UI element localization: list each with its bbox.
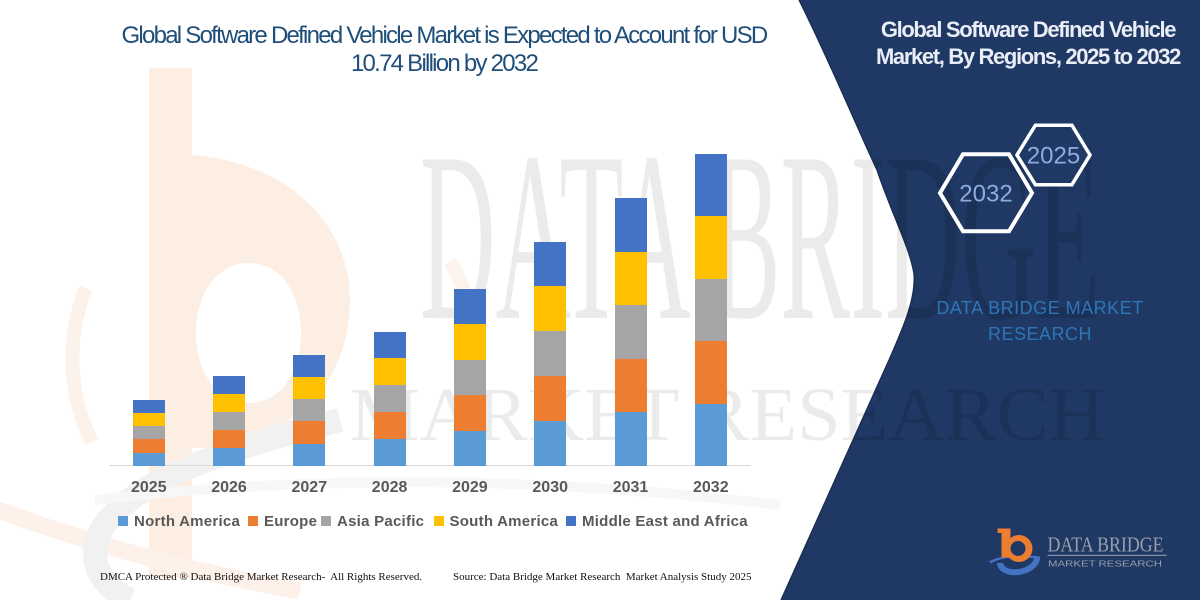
svg-text:2025: 2025	[1027, 143, 1080, 170]
svg-text:MARKET RESEARCH: MARKET RESEARCH	[1048, 559, 1162, 569]
svg-text:2032: 2032	[959, 181, 1012, 208]
svg-text:DATA BRIDGE: DATA BRIDGE	[1048, 533, 1164, 557]
